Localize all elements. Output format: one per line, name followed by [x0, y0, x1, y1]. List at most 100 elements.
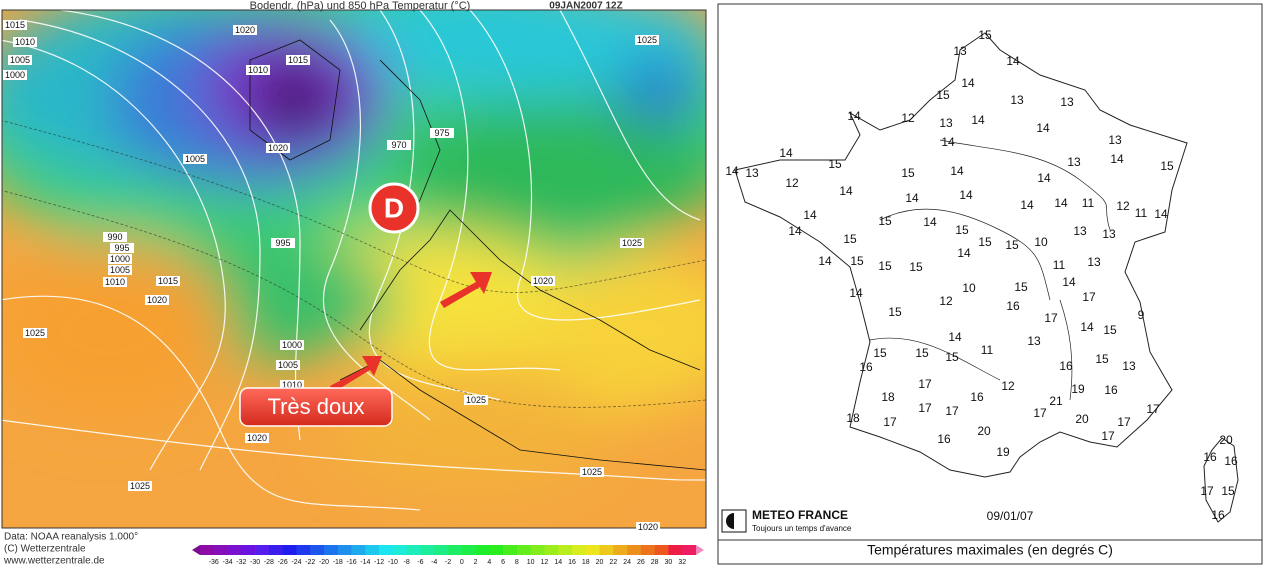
temperature: 15: [936, 88, 950, 102]
temperature: 14: [849, 286, 863, 300]
colorbar-swatch: [475, 545, 490, 555]
logo-icon: [726, 513, 734, 529]
colorbar-tick-label: -32: [236, 559, 246, 566]
temperature: 16: [970, 390, 984, 404]
annotation-box: [239, 387, 393, 427]
temperature: 17: [1033, 406, 1047, 420]
isobar-label-box: [387, 140, 411, 150]
temperature: 14: [959, 188, 973, 202]
colorbar-swatch: [640, 545, 655, 555]
credit: Data: NOAA reanalysis 1.000°: [4, 532, 138, 543]
temperature: 14: [1062, 275, 1076, 289]
colorbar-tick-label: -18: [333, 559, 343, 566]
temperature: 14: [1110, 152, 1124, 166]
colorbar-swatch: [337, 545, 352, 555]
colorbar-swatch: [558, 545, 573, 555]
temperature: 13: [1122, 359, 1136, 373]
temperature: 12: [1116, 199, 1130, 213]
arrow: [330, 356, 382, 392]
isobar-label-box: [183, 154, 207, 164]
temperature: 12: [785, 176, 799, 190]
temperature: 17: [1200, 484, 1214, 498]
colorbar-swatch: [544, 545, 559, 555]
isobar-label-box: [620, 238, 644, 248]
isobar-label: 1025: [637, 35, 657, 45]
temperature: 14: [818, 254, 832, 268]
colorbar-swatch: [530, 545, 545, 555]
isobar-label-box: [246, 65, 270, 75]
isobar-label-box: [271, 238, 295, 248]
temperature: 11: [1135, 206, 1148, 220]
isobar-label: 1025: [582, 467, 602, 477]
colorbar-tick-label: 30: [665, 559, 673, 566]
colorbar-swatch: [489, 545, 504, 555]
isobar-label-box: [280, 340, 304, 350]
isobar-label-box: [580, 467, 604, 477]
isobar-label-box: [276, 360, 300, 370]
colorbar-swatch: [668, 545, 683, 555]
temperature: 16: [1006, 299, 1020, 313]
colorbar-swatch: [255, 545, 270, 555]
temperature: 14: [839, 184, 853, 198]
temperature: 15: [888, 305, 902, 319]
isobar-label-box: [3, 20, 27, 30]
temperature: 15: [915, 346, 929, 360]
colorbar-swatch: [296, 545, 311, 555]
colorbar-swatch: [461, 545, 476, 555]
arrow: [440, 272, 492, 308]
colorbar-swatch: [599, 545, 614, 555]
temperature: 11: [981, 343, 994, 357]
isobar-label: 1000: [110, 254, 130, 264]
colorbar-end: [696, 545, 704, 555]
colorbar-tick-label: 20: [596, 559, 604, 566]
isobar-label-box: [286, 55, 310, 65]
temperature: 16: [1059, 359, 1073, 373]
temperature: 14: [725, 164, 739, 178]
colorbar-tick-label: 26: [637, 559, 645, 566]
colorbar-tick-label: -4: [431, 559, 437, 566]
temperature: 11: [1053, 258, 1066, 272]
isobar-label-box: [13, 37, 37, 47]
isobar-label: 995: [275, 238, 290, 248]
colorbar-swatch: [365, 545, 380, 555]
isobar-label-box: [108, 254, 132, 264]
isobar-label-box: [430, 128, 454, 138]
isobar-label: 1025: [622, 238, 642, 248]
temperature: 9: [1138, 308, 1145, 322]
colorbar-tick-label: -26: [278, 559, 288, 566]
isobar-label: 1010: [248, 65, 268, 75]
temperature: 19: [1071, 382, 1085, 396]
temperature: 16: [1104, 383, 1118, 397]
isobar-label: 1025: [25, 328, 45, 338]
logo-slogan: Toujours un temps d'avance: [752, 524, 852, 533]
annotation: Très doux: [267, 394, 364, 419]
colorbar-swatch: [627, 545, 642, 555]
temperature: 14: [1020, 198, 1034, 212]
temperature: 13: [1073, 224, 1087, 238]
credit: (C) Wetterzentrale: [4, 544, 86, 555]
colorbar-end: [192, 545, 200, 555]
isobar-label: 970: [391, 140, 406, 150]
isobar-label: 1020: [638, 522, 658, 532]
temperature: 15: [878, 259, 892, 273]
isobar-label: 1010: [15, 37, 35, 47]
colorbar-swatch: [654, 545, 669, 555]
corsica-outline: [1203, 437, 1239, 523]
isobar-label-box: [145, 295, 169, 305]
isobar-label-box: [110, 243, 134, 253]
temperature: 15: [1160, 159, 1174, 173]
temperature: 14: [957, 246, 971, 260]
temperature: 15: [843, 232, 857, 246]
colorbar-tick-label: 8: [515, 559, 519, 566]
low-marker-label: D: [384, 192, 404, 223]
temperature: 15: [1005, 238, 1019, 252]
caption: Températures maximales (en degrés C): [867, 542, 1113, 558]
colorbar-tick-label: 22: [609, 559, 617, 566]
temperature: 17: [1146, 402, 1160, 416]
temperature: 14: [961, 76, 975, 90]
temperature: 14: [1037, 171, 1051, 185]
temperature: 20: [977, 424, 991, 438]
isobar-label: 990: [107, 232, 122, 242]
temperature: 16: [937, 432, 951, 446]
rivers: [869, 139, 1111, 401]
